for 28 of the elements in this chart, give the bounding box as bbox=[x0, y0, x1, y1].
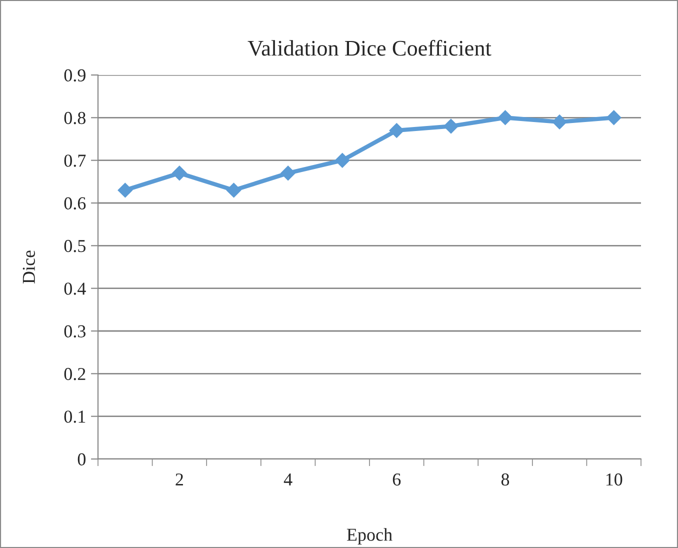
point bbox=[280, 166, 296, 181]
x-tick-label: 10 bbox=[606, 473, 622, 486]
y-tick-label: 0.8 bbox=[64, 112, 86, 124]
point bbox=[226, 182, 242, 198]
y-tick-label: 0.6 bbox=[64, 197, 86, 210]
y-tick-label: 0.4 bbox=[64, 282, 86, 295]
x-tick-label: 8 bbox=[501, 473, 510, 486]
point bbox=[334, 152, 350, 168]
point bbox=[498, 110, 513, 126]
y-tick-label: 0.3 bbox=[64, 325, 86, 338]
y-tick-label: 0 bbox=[78, 453, 86, 466]
y-tick-label: 0.7 bbox=[64, 154, 86, 167]
chart-title: Validation Dice Coefficient bbox=[248, 40, 492, 56]
point bbox=[606, 110, 622, 126]
x-tick-label: 2 bbox=[176, 473, 183, 486]
point bbox=[444, 118, 458, 134]
x-axis-title: Epoch bbox=[346, 528, 392, 545]
point bbox=[118, 182, 133, 198]
y-axis-title: Dice bbox=[22, 250, 35, 284]
x-tick-label: 6 bbox=[392, 473, 401, 486]
y-tick-label: 0.1 bbox=[64, 410, 86, 423]
point bbox=[389, 123, 404, 138]
point bbox=[172, 166, 187, 181]
y-tick-label: 0.9 bbox=[64, 69, 86, 82]
y-tick-label: 0.2 bbox=[64, 368, 86, 380]
point bbox=[552, 114, 567, 130]
y-tick-label: 0.5 bbox=[64, 240, 86, 252]
x-tick-label: 4 bbox=[284, 474, 292, 486]
